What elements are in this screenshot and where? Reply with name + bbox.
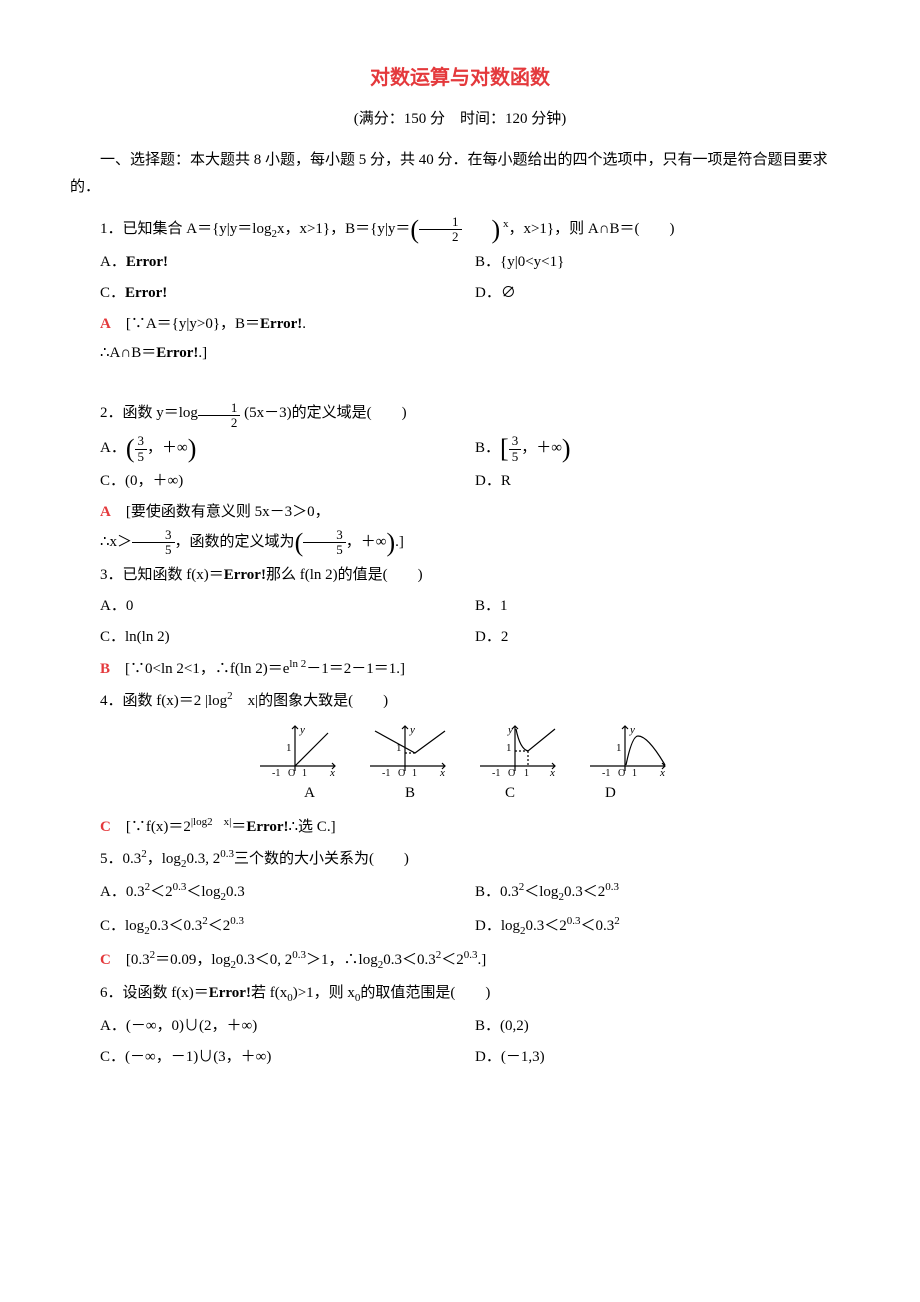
q1-stem-mid1: x，x>1}，B＝{y|y＝ — [277, 221, 410, 237]
svg-text:y: y — [409, 724, 415, 736]
svg-text:-1: -1 — [382, 768, 390, 776]
graph-d-icon: yx1-1O1 — [580, 721, 670, 776]
svg-text:y: y — [299, 724, 305, 736]
q1-options: A．Error! B．{y|0<y<1} C．Error! D．∅ — [100, 247, 850, 309]
q2-optC: C．(0，＋∞) — [100, 468, 475, 495]
question-5: 5．0.32，log20.3, 20.3三个数的大小关系为( ) A．0.32＜… — [70, 845, 850, 976]
q5-answer: C [0.32＝0.09，log20.3＜0, 20.3＞1，∴log20.3＜… — [70, 946, 850, 976]
rparen-icon: ) — [492, 215, 501, 244]
q2-stem: 2．函数 y＝log12 (5x－3)的定义域是( ) — [70, 400, 850, 430]
svg-text:1: 1 — [286, 742, 292, 754]
svg-text:-1: -1 — [492, 768, 500, 776]
svg-text:x: x — [329, 767, 335, 776]
q2-options: A．(35，＋∞) B．[35，＋∞) C．(0，＋∞) D．R — [100, 432, 850, 497]
q6-optC: C．(－∞，－1)∪(3，＋∞) — [100, 1044, 475, 1071]
q4-labelA: A — [304, 780, 315, 807]
svg-text:1: 1 — [632, 768, 637, 776]
svg-text:1: 1 — [524, 768, 529, 776]
q1-optB: B．{y|0<y<1} — [475, 249, 850, 276]
frac-half-sub: 12 — [198, 401, 241, 431]
q1-optD: D．∅ — [475, 280, 850, 307]
q4-labelD: D — [605, 780, 616, 807]
q1-expl2: ∴A∩B＝Error!.] — [70, 340, 850, 367]
svg-text:-1: -1 — [602, 768, 610, 776]
q4-graphs: yx1-1O1 yx1-1O1 yx1-1O1 yx1-1O1 — [70, 721, 850, 776]
question-2: 2．函数 y＝log12 (5x－3)的定义域是( ) A．(35，＋∞) B．… — [70, 400, 850, 557]
q3-answer: B [∵0<ln 2<1，∴f(ln 2)＝eln 2－1＝2－1＝1.] — [70, 655, 850, 683]
svg-text:y: y — [629, 724, 635, 736]
q3-stem: 3．已知函数 f(x)＝Error!那么 f(ln 2)的值是( ) — [70, 562, 850, 589]
q3-optA: A．0 — [100, 593, 475, 620]
q6-optA: A．(－∞，0)∪(2，＋∞) — [100, 1013, 475, 1040]
svg-text:y: y — [507, 724, 513, 736]
q4-labelB: B — [405, 780, 415, 807]
q2-optB: B．[35，＋∞) — [475, 434, 850, 464]
q6-stem: 6．设函数 f(x)＝Error!若 f(x0)>1，则 x0的取值范围是( ) — [70, 980, 850, 1009]
q6-optD: D．(－1,3) — [475, 1044, 850, 1071]
q3-options: A．0 B．1 C．ln(ln 2) D．2 — [100, 591, 850, 653]
q1-stem-pre: 1．已知集合 A＝{y|y＝log — [100, 221, 271, 237]
svg-text:-1: -1 — [272, 768, 280, 776]
question-1: 1．已知集合 A＝{y|y＝log2x，x>1}，B＝{y|y＝(12 ) x，… — [70, 215, 850, 367]
q5-options: A．0.32＜20.3＜log20.3 B．0.32＜log20.3＜20.3 … — [100, 876, 850, 944]
svg-text:O: O — [508, 768, 515, 776]
q2-optA: A．(35，＋∞) — [100, 434, 475, 464]
page-subtitle: (满分：150 分 时间：120 分钟) — [70, 106, 850, 133]
frac-half: 12 — [419, 215, 462, 245]
q3-optC: C．ln(ln 2) — [100, 624, 475, 651]
svg-text:1: 1 — [412, 768, 417, 776]
svg-text:x: x — [659, 767, 665, 776]
svg-text:1: 1 — [506, 742, 512, 754]
q1-stem-mid2: ，x>1}，则 A∩B＝( ) — [508, 221, 674, 237]
page-title: 对数运算与对数函数 — [70, 60, 850, 96]
q4-answer: C [∵f(x)＝2|log2 x|＝Error!∴选 C.] — [70, 813, 850, 841]
q2-optD: D．R — [475, 468, 850, 495]
q4-stem: 4．函数 f(x)＝2 |log2 x|的图象大致是( ) — [70, 687, 850, 715]
q5-stem: 5．0.32，log20.3, 20.3三个数的大小关系为( ) — [70, 845, 850, 875]
graph-b-icon: yx1-1O1 — [360, 721, 450, 776]
lparen-icon: ( — [410, 215, 419, 244]
question-3: 3．已知函数 f(x)＝Error!那么 f(ln 2)的值是( ) A．0 B… — [70, 562, 850, 683]
graph-c-icon: y x 1 -1 O 1 — [470, 721, 560, 776]
q1-optA: A．Error! — [100, 249, 475, 276]
q5-optA: A．0.32＜20.3＜log20.3 — [100, 878, 475, 908]
q1-answer: A [∵A＝{y|y>0}，B＝Error!. — [70, 311, 850, 338]
q2-answer: A [要使函数有意义则 5x－3＞0， — [70, 499, 850, 526]
q3-optB: B．1 — [475, 593, 850, 620]
q4-graph-labels: A B C D — [70, 780, 850, 807]
q1-stem: 1．已知集合 A＝{y|y＝log2x，x>1}，B＝{y|y＝(12 ) x，… — [70, 215, 850, 245]
q6-options: A．(－∞，0)∪(2，＋∞) B．(0,2) C．(－∞，－1)∪(3，＋∞)… — [100, 1011, 850, 1073]
q5-optD: D．log20.3＜20.3＜0.32 — [475, 912, 850, 942]
graph-a-icon: yx1-1O1 — [250, 721, 340, 776]
q2-expl2: ∴x＞35，函数的定义域为(35，＋∞).] — [70, 528, 850, 558]
q6-optB: B．(0,2) — [475, 1013, 850, 1040]
svg-text:O: O — [398, 768, 405, 776]
svg-text:1: 1 — [616, 742, 622, 754]
q3-optD: D．2 — [475, 624, 850, 651]
svg-text:x: x — [439, 767, 445, 776]
q5-optC: C．log20.3＜0.32＜20.3 — [100, 912, 475, 942]
section-intro: 一、选择题：本大题共 8 小题，每小题 5 分，共 40 分．在每小题给出的四个… — [70, 147, 850, 201]
svg-text:x: x — [549, 767, 555, 776]
q1-optC: C．Error! — [100, 280, 475, 307]
svg-text:1: 1 — [302, 768, 307, 776]
q4-labelC: C — [505, 780, 515, 807]
svg-text:O: O — [618, 768, 625, 776]
question-4: 4．函数 f(x)＝2 |log2 x|的图象大致是( ) yx1-1O1 yx… — [70, 687, 850, 841]
q5-optB: B．0.32＜log20.3＜20.3 — [475, 878, 850, 908]
question-6: 6．设函数 f(x)＝Error!若 f(x0)>1，则 x0的取值范围是( )… — [70, 980, 850, 1073]
svg-text:O: O — [288, 768, 295, 776]
